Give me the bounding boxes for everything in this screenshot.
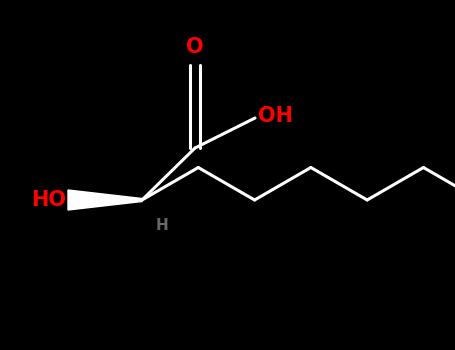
Text: OH: OH (258, 106, 293, 126)
Text: O: O (186, 37, 204, 57)
Polygon shape (68, 190, 142, 210)
Text: H: H (156, 218, 168, 233)
Text: HO: HO (31, 190, 66, 210)
